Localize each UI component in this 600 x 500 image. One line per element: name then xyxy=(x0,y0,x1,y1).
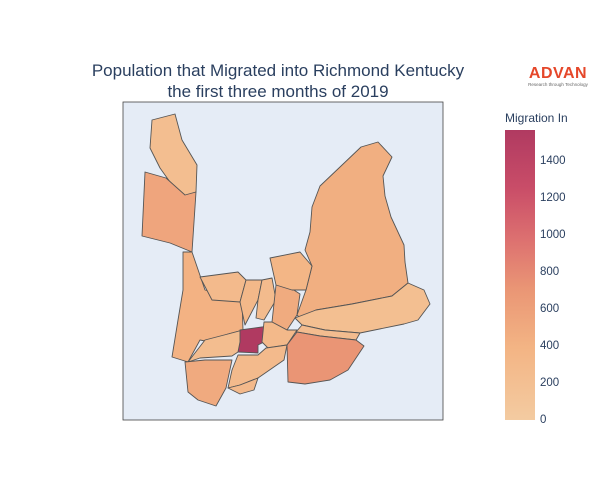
logo-brand: ADVAN xyxy=(528,65,588,82)
chart-title: Population that Migrated into Richmond K… xyxy=(0,60,556,102)
colorbar-title: Migration In xyxy=(505,111,568,125)
chart-title-line2: the first three months of 2019 xyxy=(167,82,389,101)
region-center-a[interactable] xyxy=(239,279,263,326)
colorbar-gradient xyxy=(505,130,535,420)
colorbar-tick-label: 600 xyxy=(540,303,560,316)
advan-logo: ADVAN Research through Technology xyxy=(528,66,588,88)
colorbar-tick-label: 1200 xyxy=(540,192,566,205)
region-center-b[interactable] xyxy=(255,277,277,321)
logo-tagline: Research through Technology xyxy=(528,82,588,87)
colorbar-tick-label: 0 xyxy=(540,414,547,426)
chart-title-line1: Population that Migrated into Richmond K… xyxy=(91,61,465,80)
colorbar-tick-label: 800 xyxy=(540,266,560,279)
region-southeast[interactable] xyxy=(286,331,365,385)
colorbar-tick-label: 400 xyxy=(540,340,560,353)
region-south-small[interactable] xyxy=(227,377,259,395)
region-south-central[interactable] xyxy=(227,344,288,389)
region-northwest[interactable] xyxy=(141,171,197,253)
colorbar-tick-label: 1400 xyxy=(540,155,566,168)
region-southwest[interactable] xyxy=(184,359,233,407)
region-center-d[interactable] xyxy=(269,251,313,291)
colorbar-tick-label: 1000 xyxy=(540,229,566,242)
region-downtown-adj[interactable] xyxy=(261,321,298,349)
colorbar-tick-label: 200 xyxy=(540,377,560,390)
